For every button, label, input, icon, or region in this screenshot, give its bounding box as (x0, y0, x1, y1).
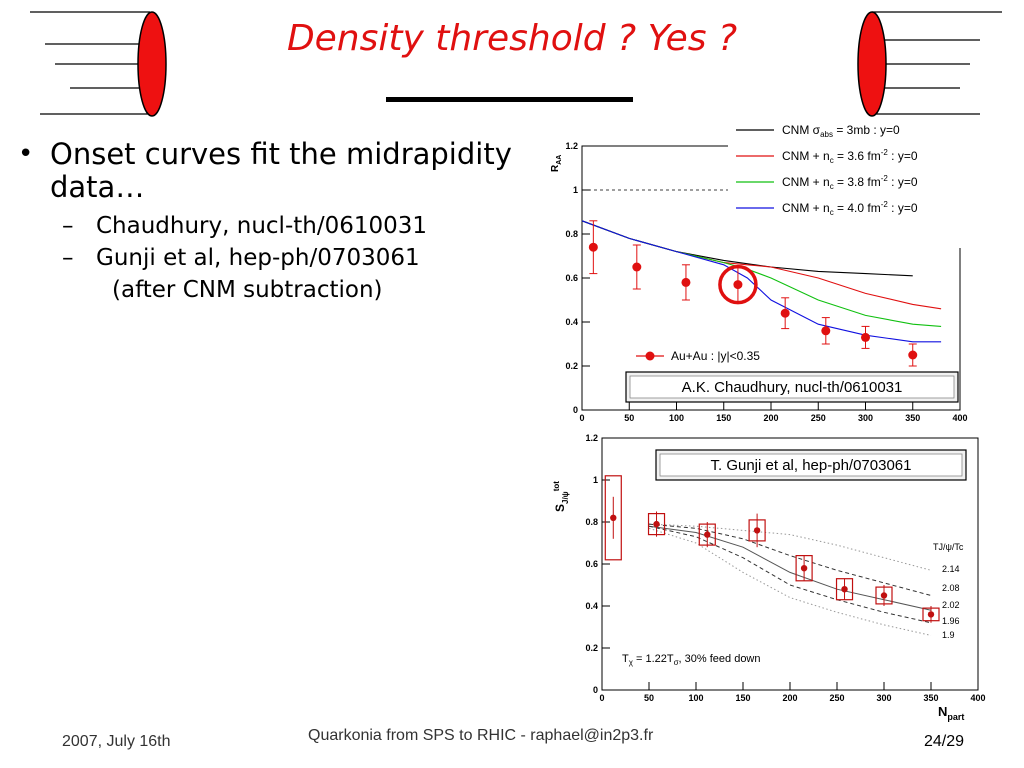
y-tick-label: 0 (593, 685, 598, 695)
systematic-box (604, 475, 622, 561)
y-tick-label: 0.6 (565, 273, 578, 283)
curve-header: TJ/ψ/Tc (933, 542, 964, 552)
curve-line (648, 527, 932, 636)
x-axis-label: Npart (938, 704, 964, 722)
footer-date: 2007, July 16th (62, 733, 171, 750)
curve-label: 2.08 (942, 583, 960, 593)
y-tick-label: 0.8 (585, 517, 598, 527)
data-point (610, 514, 617, 521)
highlight-circle (718, 264, 758, 305)
data-point (908, 350, 918, 360)
data-point (753, 527, 761, 534)
x-tick-label: 400 (970, 693, 985, 703)
x-tick-label: 350 (905, 413, 920, 423)
y-tick-label: 1 (573, 185, 578, 195)
title-underline (386, 97, 633, 102)
decorative-lines-left-icon (30, 11, 167, 117)
sub-bullet-item: – Chaudhury, nucl-th/0610031 (18, 210, 518, 242)
data-point (780, 308, 790, 318)
x-tick-label: 200 (782, 693, 797, 703)
decorative-lines-right-icon (857, 11, 1002, 117)
source-label-inner (629, 375, 955, 399)
source-label: T. Gunji et al, hep-ph/0703061 (711, 457, 912, 474)
legend-marker (645, 351, 655, 361)
footer-center: Quarkonia from SPS to RHIC - raphael@in2… (308, 727, 654, 744)
series-line (581, 220, 942, 343)
x-tick-label: 50 (644, 693, 654, 703)
bullet-item: • Onset curves fit the midrapidity data… (18, 138, 518, 204)
dash-glyph: – (62, 213, 74, 239)
legend-entry: CNM + nc = 4.0 fm-2 : y=0 (782, 200, 918, 217)
bullet-glyph: • (18, 139, 34, 169)
slide-title: Density threshold ? Yes ? (286, 18, 738, 59)
source-label: A.K. Chaudhury, nucl-th/0610031 (682, 379, 903, 396)
legend-box (728, 124, 966, 248)
data-point (800, 565, 808, 572)
legend-entry: CNM + nc = 3.8 fm-2 : y=0 (782, 174, 918, 191)
x-tick-label: 150 (735, 693, 750, 703)
x-tick-label: 100 (669, 413, 684, 423)
x-tick-label: 300 (876, 693, 891, 703)
sub-bullet-continuation: (after CNM subtraction) (112, 277, 383, 303)
y-tick-label: 0.4 (585, 601, 598, 611)
y-axis-label: SJ/ψtot (552, 481, 570, 512)
y-tick-label: 1.2 (585, 433, 598, 443)
y-tick-label: 0.6 (585, 559, 598, 569)
legend-entry: CNM + nc = 3.6 fm-2 : y=0 (782, 148, 918, 165)
y-tick-label: 1 (593, 475, 598, 485)
data-point (632, 262, 642, 272)
x-tick-label: 0 (579, 413, 584, 423)
sub-bullet-text: Gunji et al, hep-ph/0703061 (96, 245, 420, 271)
data-point (841, 586, 848, 593)
raa-chart: RAA 0 50 100 150 200 250 300 350 400 0 0.2 0.4 0.6 0.8… (550, 124, 968, 423)
x-tick-label: 50 (624, 413, 634, 423)
x-tick-label: 100 (688, 693, 703, 703)
bullet-text: Onset curves fit the midrapidity data… (50, 137, 512, 204)
x-tick-label: 200 (763, 413, 778, 423)
y-tick-label: 0.2 (585, 643, 598, 653)
x-tick-label: 0 (599, 693, 604, 703)
y-axis-label: RAA (550, 155, 563, 172)
y-tick-label: 0.2 (565, 361, 578, 371)
y-tick-label: 0 (573, 405, 578, 415)
y-tick-label: 0.8 (565, 229, 578, 239)
x-tick-label: 150 (716, 413, 731, 423)
bullet-list: • Onset curves fit the midrapidity data…… (18, 138, 518, 306)
annotation: Tχ = 1.22Tσ, 30% feed down (622, 653, 761, 667)
sub-bullet-item: – Gunji et al, hep-ph/0703061 (18, 242, 518, 274)
x-tick-label: 250 (811, 413, 826, 423)
page-number: 24/29 (923, 733, 964, 750)
x-tick-label: 400 (952, 413, 967, 423)
y-tick-label: 1.2 (565, 141, 578, 151)
curve-label: 2.14 (942, 564, 960, 574)
data-point (880, 592, 888, 599)
data-point (681, 277, 691, 287)
y-tick-label: 0.4 (565, 317, 578, 327)
curve-label: 1.9 (942, 630, 955, 640)
curve-label: 1.96 (942, 616, 960, 626)
data-point (704, 531, 711, 538)
survival-chart: SJ/ψtot 0 50 100 150 200 250 300 350 400 0 0.2 0.4 0.… (552, 433, 986, 722)
x-tick-label: 350 (923, 693, 938, 703)
data-point (927, 611, 935, 618)
sub-bullet-text: Chaudhury, nucl-th/0610031 (96, 213, 428, 239)
legend-entry: CNM σabs = 3mb : y=0 (782, 124, 900, 139)
data-point (821, 326, 831, 336)
source-label-inner (659, 453, 963, 477)
x-tick-label: 250 (829, 693, 844, 703)
data-point (861, 332, 870, 342)
data-point (588, 242, 598, 252)
data-point (653, 520, 660, 528)
x-tick-label: 300 (858, 413, 873, 423)
curve-label: 2.02 (942, 600, 960, 610)
data-point (733, 280, 743, 290)
dash-glyph: – (62, 245, 74, 271)
curve-line (648, 523, 932, 571)
legend-points-label: Au+Au : |y|<0.35 (671, 349, 760, 363)
